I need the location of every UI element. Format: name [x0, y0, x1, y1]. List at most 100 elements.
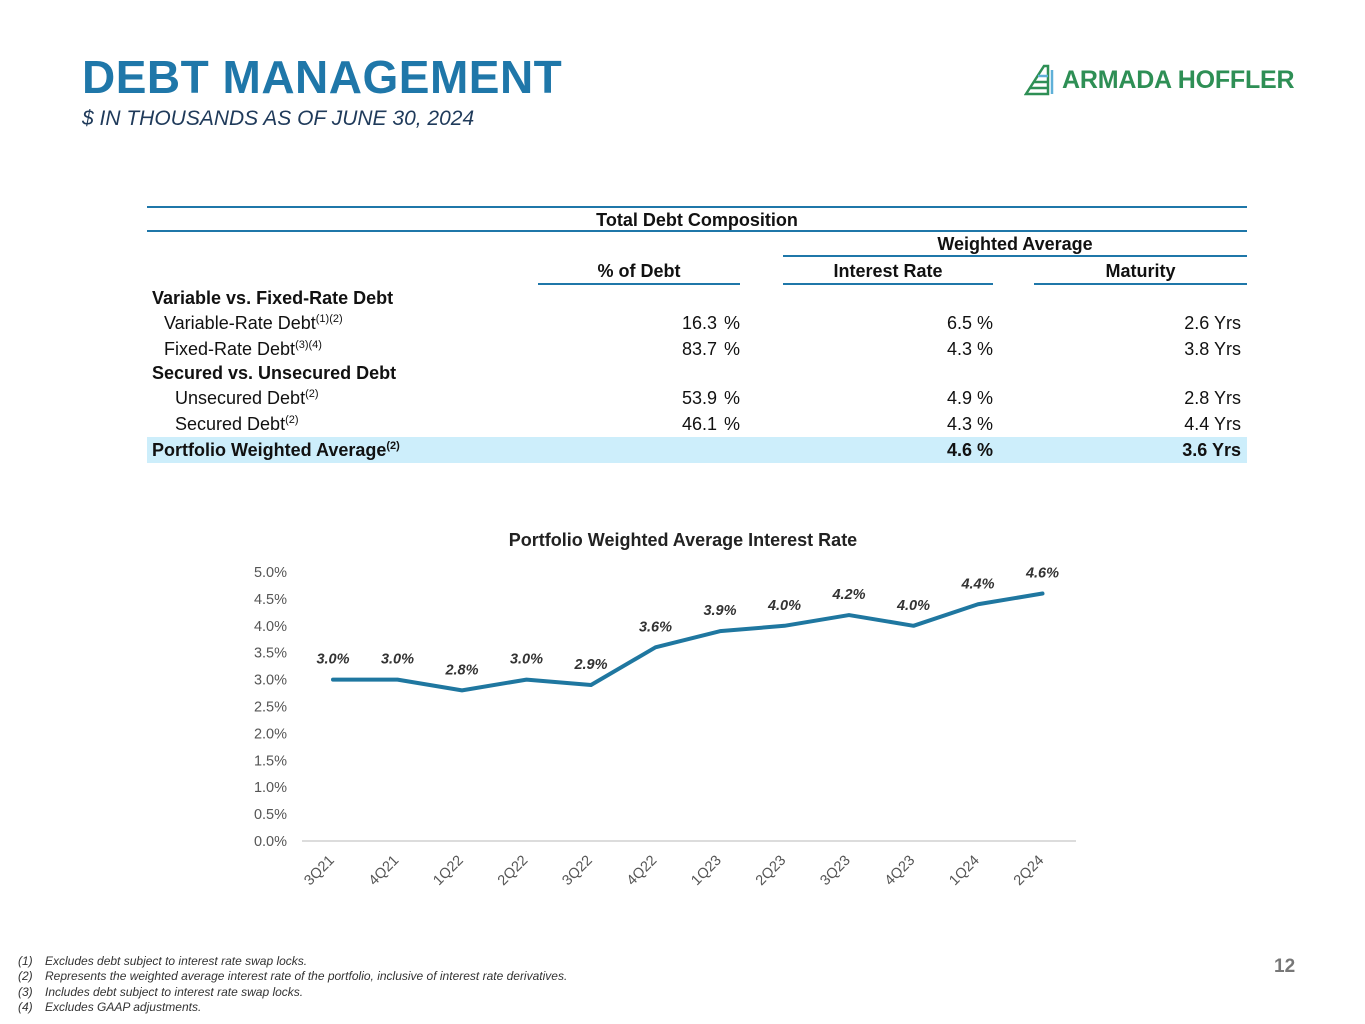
- logo-text: ARMADA HOFFLER: [1062, 65, 1295, 94]
- cell-pct: 53.9: [681, 388, 717, 408]
- data-point: [718, 629, 722, 633]
- x-tick-label: 1Q23: [688, 853, 724, 889]
- x-tick-label: 3Q21: [301, 853, 337, 889]
- y-tick-label: 0.0%: [254, 834, 287, 850]
- x-tick-label: 3Q23: [817, 853, 853, 889]
- cell-rate-unit: %: [977, 440, 994, 460]
- footnote: (4) Excludes GAAP adjustments.: [18, 999, 202, 1014]
- page-subtitle: $ IN THOUSANDS AS OF JUNE 30, 2024: [82, 107, 475, 130]
- data-point: [654, 645, 657, 649]
- cell-rate-unit: %: [977, 339, 994, 359]
- data-point: [912, 624, 915, 628]
- cell-pct-unit: %: [724, 414, 741, 434]
- cell-rate: 6.5: [946, 313, 972, 333]
- x-tick-label: 1Q24: [946, 853, 982, 889]
- cell-rate-unit: %: [977, 414, 994, 434]
- interest-rate-chart: Portfolio Weighted Average Interest Rate…: [230, 520, 1110, 910]
- y-tick-label: 1.5%: [254, 753, 287, 769]
- page-title: DEBT MANAGEMENT: [82, 51, 563, 103]
- x-tick-label: 4Q21: [366, 853, 402, 889]
- col-rule-pct: [538, 283, 740, 285]
- cell-rate: 4.9: [946, 388, 972, 408]
- x-tick-label: 4Q22: [624, 853, 660, 889]
- y-tick-label: 4.0%: [254, 619, 287, 635]
- cell-rate-unit: %: [977, 388, 994, 408]
- data-label: 4.0%: [767, 598, 801, 614]
- table-title-rule: [147, 230, 1247, 232]
- col-rule-rate: [783, 283, 993, 285]
- total-row-highlight: [147, 437, 1247, 463]
- data-point: [976, 602, 980, 606]
- cell-pct-unit: %: [724, 388, 741, 408]
- data-label: 3.0%: [381, 652, 414, 668]
- table-title: Total Debt Composition: [596, 210, 798, 230]
- data-point: [396, 678, 399, 682]
- cell-rate: 4.3: [946, 414, 972, 434]
- data-point: [1041, 592, 1044, 596]
- data-label: 4.6%: [1025, 566, 1059, 582]
- series-line: [331, 591, 1045, 693]
- y-tick-label: 2.0%: [254, 726, 287, 742]
- row-label-unsecured: Unsecured Debt(2): [175, 388, 319, 408]
- section-label: Secured vs. Unsecured Debt: [152, 363, 397, 383]
- y-tick-label: 3.0%: [254, 673, 287, 689]
- cell-pct-unit: %: [724, 313, 741, 333]
- col-header-interest-rate: Interest Rate: [833, 261, 943, 281]
- logo-mark-icon: [1024, 64, 1054, 96]
- data-label: 2.8%: [444, 662, 478, 678]
- page-number: 12: [1274, 956, 1296, 977]
- data-label: 3.0%: [510, 652, 543, 668]
- data-label: 3.9%: [703, 603, 736, 619]
- footnote: (2) Represents the weighted average inter…: [18, 969, 568, 984]
- row-label-secured: Secured Debt(2): [175, 414, 299, 434]
- cell-pct: 16.3: [681, 313, 717, 333]
- data-label: 4.4%: [960, 576, 994, 592]
- data-label: 2.9%: [573, 657, 607, 673]
- col-header-maturity: Maturity: [1105, 261, 1176, 281]
- cell-pct: 83.7: [681, 339, 717, 359]
- weighted-average-header: Weighted Average: [937, 234, 1093, 254]
- x-tick-label: 2Q24: [1011, 853, 1047, 889]
- cell-rate: 4.6: [946, 440, 972, 460]
- row-label-portfolio-average: Portfolio Weighted Average(2): [152, 440, 400, 460]
- x-tick-label: 2Q23: [753, 853, 789, 889]
- section-label: Variable vs. Fixed-Rate Debt: [152, 288, 394, 308]
- col-header-pct-debt: % of Debt: [597, 261, 681, 281]
- x-tick-label: 4Q23: [882, 853, 918, 889]
- cell-maturity: 2.8 Yrs: [1184, 388, 1241, 408]
- cell-maturity: 2.6 Yrs: [1184, 313, 1241, 333]
- data-label: 4.2%: [831, 587, 865, 603]
- cell-pct-unit: %: [724, 339, 741, 359]
- row-label-variable-rate: Variable-Rate Debt(1)(2): [164, 313, 343, 333]
- cell-pct: 46.1: [681, 414, 717, 434]
- data-label: 3.6%: [639, 619, 672, 635]
- y-tick-label: 4.5%: [254, 592, 287, 608]
- chart-title: Portfolio Weighted Average Interest Rate: [508, 530, 858, 550]
- x-tick-label: 3Q22: [559, 853, 595, 889]
- table-top-rule: [147, 206, 1247, 208]
- y-tick-label: 3.5%: [254, 646, 287, 662]
- footnote: (3) Includes debt subject to interest rat…: [18, 984, 304, 999]
- data-point: [331, 678, 335, 682]
- footnotes: (1) Excludes debt subject to interest rat…: [18, 954, 567, 1015]
- x-tick-label: 2Q22: [495, 853, 531, 889]
- y-tick-label: 1.0%: [254, 780, 287, 796]
- cell-maturity: 3.6 Yrs: [1182, 440, 1241, 460]
- company-logo: ARMADA HOFFLER: [1024, 64, 1295, 96]
- data-point: [589, 683, 593, 687]
- data-point: [460, 688, 464, 692]
- chart-plot: 0.0% 0.5% 1.0% 1.5% 2.0% 2.5% 3.0% 3.5% 4.0% 4.5%…: [254, 565, 1076, 889]
- y-tick-label: 2.5%: [254, 700, 287, 716]
- data-label: 3.0%: [316, 652, 349, 668]
- data-point: [525, 678, 528, 682]
- y-tick-label: 0.5%: [254, 807, 287, 823]
- footnote: (1) Excludes debt subject to interest rat…: [18, 954, 308, 968]
- weighted-average-rule: [783, 255, 1247, 257]
- data-point: [783, 624, 786, 628]
- y-tick-label: 5.0%: [254, 565, 287, 581]
- data-label: 4.0%: [896, 598, 930, 614]
- cell-maturity: 4.4 Yrs: [1184, 414, 1241, 434]
- cell-rate-unit: %: [977, 313, 994, 333]
- cell-rate: 4.3: [946, 339, 972, 359]
- col-rule-maturity: [1034, 283, 1247, 285]
